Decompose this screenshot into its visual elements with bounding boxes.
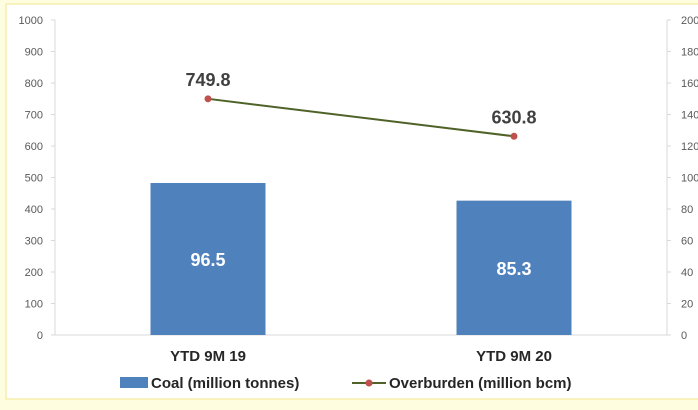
bar-series: 96.5 85.3 xyxy=(150,183,572,335)
right-tick-label: 0 xyxy=(681,330,687,342)
left-tick-label: 700 xyxy=(25,110,43,122)
right-axis-ticks: 0 20 40 60 80 100 120 140 160 180 200 xyxy=(667,15,698,342)
left-tick-label: 200 xyxy=(25,267,43,279)
right-tick-label: 40 xyxy=(681,267,693,279)
overburden-point xyxy=(510,132,518,140)
legend-swatch-overburden-marker xyxy=(365,379,373,387)
left-tick-label: 600 xyxy=(25,141,43,153)
left-tick-label: 1000 xyxy=(19,15,43,27)
right-tick-label: 80 xyxy=(681,204,693,216)
right-tick-label: 160 xyxy=(681,78,698,90)
right-tick-label: 60 xyxy=(681,236,693,248)
left-tick-label: 500 xyxy=(25,173,43,185)
left-tick-label: 400 xyxy=(25,204,43,216)
right-tick-label: 200 xyxy=(681,15,698,27)
right-tick-label: 100 xyxy=(681,173,698,185)
legend-swatch-coal xyxy=(120,377,148,388)
bar-data-label: 85.3 xyxy=(496,259,531,279)
left-tick-label: 300 xyxy=(25,236,43,248)
left-tick-label: 900 xyxy=(25,47,43,59)
left-axis-ticks: 0 100 200 300 400 500 600 700 800 900 1000 xyxy=(19,15,55,342)
right-tick-label: 140 xyxy=(681,110,698,122)
legend: Coal (million tonnes) Overburden (millio… xyxy=(120,375,572,392)
line-data-label: 749.8 xyxy=(185,70,230,90)
right-tick-label: 180 xyxy=(681,47,698,59)
overburden-line xyxy=(207,97,515,138)
legend-label-overburden: Overburden (million bcm) xyxy=(389,375,572,392)
left-tick-label: 800 xyxy=(25,78,43,90)
left-tick-label: 100 xyxy=(25,299,43,311)
right-tick-label: 20 xyxy=(681,299,693,311)
bar-coal xyxy=(456,200,572,335)
bar-data-label: 96.5 xyxy=(190,250,225,270)
category-label: YTD 9M 19 xyxy=(170,348,246,365)
plot-border xyxy=(5,3,698,400)
left-tick-label: 0 xyxy=(37,330,43,342)
line-data-label: 630.8 xyxy=(491,107,536,127)
line-series: 749.8 630.8 xyxy=(185,70,537,140)
right-tick-label: 120 xyxy=(681,141,698,153)
legend-label-coal: Coal (million tonnes) xyxy=(151,375,299,392)
overburden-point xyxy=(204,95,212,103)
category-label: YTD 9M 20 xyxy=(476,348,552,365)
category-labels: YTD 9M 19 YTD 9M 20 xyxy=(170,348,552,365)
bar-coal xyxy=(150,183,266,335)
